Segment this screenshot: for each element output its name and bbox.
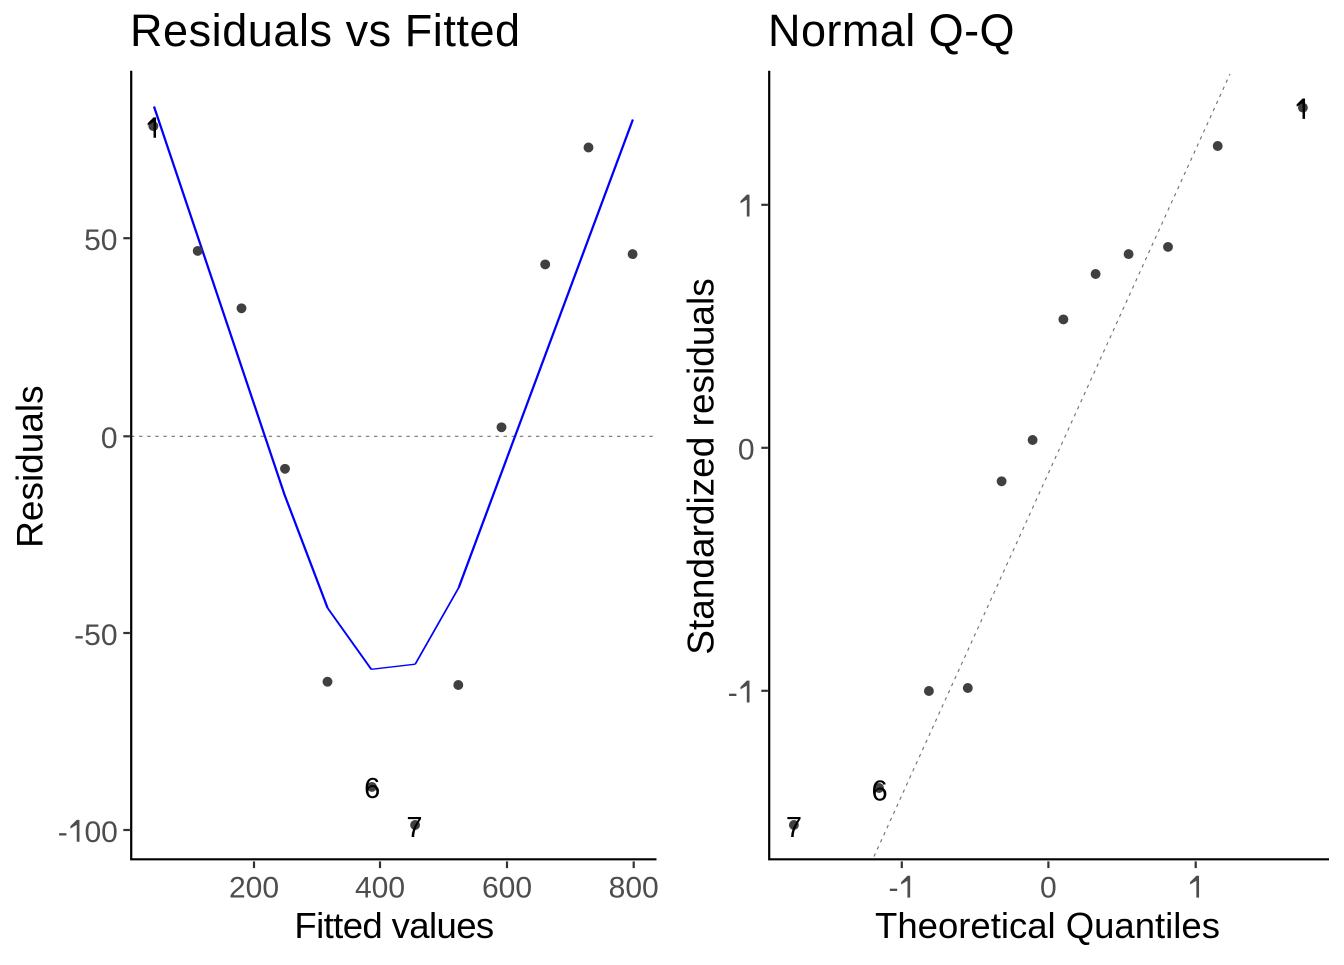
svg-text:Residuals vs Fitted: Residuals vs Fitted [130,5,521,56]
svg-text:Fitted values: Fitted values [294,905,493,946]
svg-text:Residuals: Residuals [10,385,51,547]
svg-text:-: - [728,677,738,710]
svg-text:200: 200 [229,872,279,905]
svg-text:400: 400 [355,872,405,905]
svg-text:-50: -50 [74,619,117,652]
svg-text:800: 800 [609,872,659,905]
svg-text:Normal Q-Q: Normal Q-Q [768,5,1015,56]
svg-text:0: 0 [101,422,118,455]
svg-text:7: 7 [786,812,802,844]
svg-text:Standardized residuals: Standardized residuals [681,278,722,654]
svg-text:0: 0 [1040,872,1057,905]
svg-text:00: 00 [84,816,117,849]
svg-text:6: 6 [364,773,380,805]
svg-text:0: 0 [738,434,755,467]
svg-text:50: 50 [84,224,117,257]
svg-text:Theoretical Quantiles: Theoretical Quantiles [875,905,1220,946]
svg-text:-: - [888,872,898,905]
svg-text:-: - [58,816,68,849]
svg-text:6: 6 [872,775,888,807]
svg-text:600: 600 [482,872,532,905]
svg-text:7: 7 [406,812,422,844]
